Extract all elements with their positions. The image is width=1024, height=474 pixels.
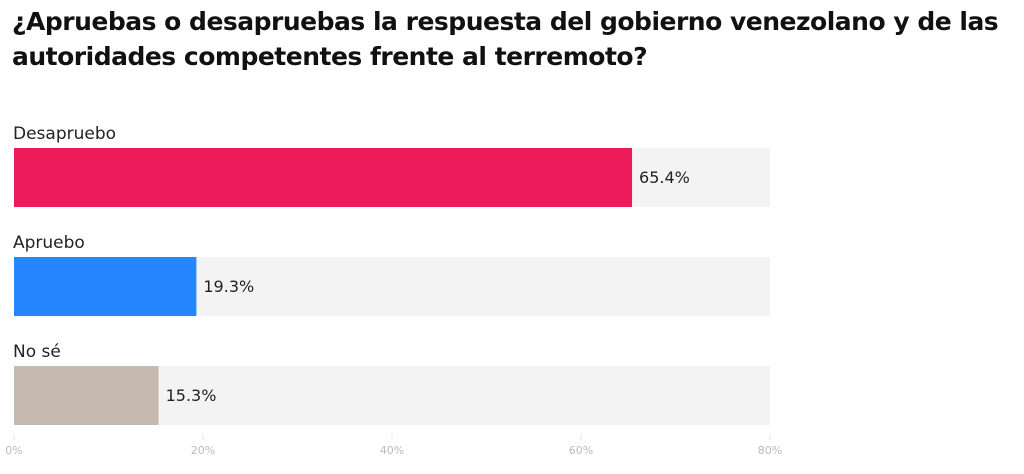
bar [14, 366, 159, 425]
category-label: Desapruebo [13, 124, 116, 144]
category-label: Apruebo [13, 233, 85, 253]
value-label: 65.4% [639, 168, 690, 187]
chart-title: ¿Apruebas o desapruebas la respuesta del… [12, 7, 999, 71]
x-tick-label: 40% [380, 444, 404, 457]
x-tick-label: 60% [569, 444, 593, 457]
x-tick-label: 20% [191, 444, 215, 457]
bar [14, 148, 633, 207]
value-label: 19.3% [203, 277, 254, 296]
value-label: 15.3% [166, 386, 217, 405]
x-tick-label: 0% [5, 444, 22, 457]
category-label: No sé [13, 342, 61, 362]
x-tick-label: 80% [758, 444, 782, 457]
bar [14, 257, 197, 316]
